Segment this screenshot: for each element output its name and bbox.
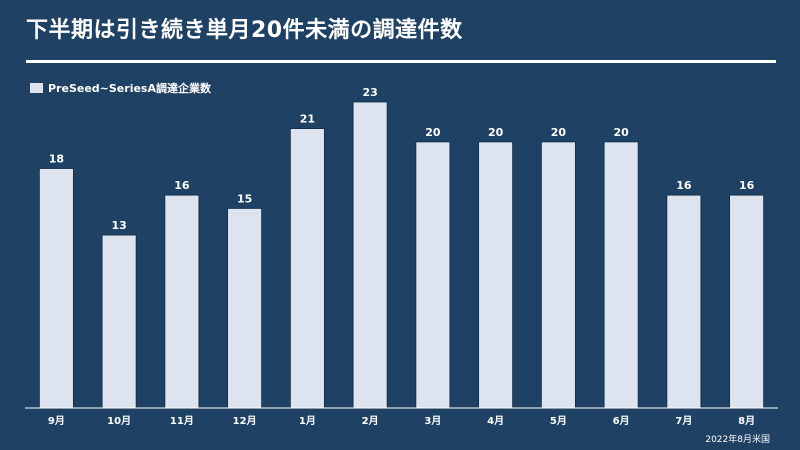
x-tick-label: 2月 bbox=[362, 415, 379, 427]
data-label: 13 bbox=[111, 219, 126, 232]
x-tick-label: 1月 bbox=[299, 415, 316, 427]
data-label: 16 bbox=[676, 179, 692, 192]
bar bbox=[352, 101, 388, 409]
x-tick-label: 10月 bbox=[107, 415, 131, 427]
bar bbox=[729, 194, 765, 409]
bar bbox=[38, 168, 74, 409]
chart-legend: PreSeed~SeriesA調達企業数 bbox=[30, 80, 211, 96]
bar bbox=[101, 234, 137, 409]
bar bbox=[289, 128, 325, 409]
x-tick-label: 8月 bbox=[738, 415, 755, 427]
data-label: 20 bbox=[425, 126, 441, 139]
x-tick-label: 9月 bbox=[48, 415, 65, 427]
data-label: 16 bbox=[174, 179, 190, 192]
bar bbox=[164, 194, 200, 409]
data-label: 20 bbox=[613, 126, 629, 139]
bar bbox=[415, 141, 451, 409]
bar bbox=[478, 141, 514, 409]
bar bbox=[227, 208, 263, 409]
bar bbox=[603, 141, 639, 409]
bar bbox=[666, 194, 702, 409]
x-tick-label: 6月 bbox=[613, 415, 630, 427]
data-label: 21 bbox=[300, 113, 315, 126]
data-label: 16 bbox=[739, 179, 755, 192]
x-tick-label: 7月 bbox=[675, 415, 692, 427]
data-label: 20 bbox=[551, 126, 567, 139]
legend-label: PreSeed~SeriesA調達企業数 bbox=[48, 82, 211, 95]
data-label: 18 bbox=[49, 153, 64, 166]
source-note: 2022年8月米国 bbox=[705, 435, 770, 445]
x-tick-label: 5月 bbox=[550, 415, 567, 427]
page-title: 下半期は引き続き単月20件未満の調達件数 bbox=[26, 18, 463, 43]
data-label: 15 bbox=[237, 192, 252, 205]
x-tick-label: 12月 bbox=[233, 415, 257, 427]
title-divider bbox=[26, 60, 776, 63]
data-label: 20 bbox=[488, 126, 504, 139]
x-tick-label: 11月 bbox=[170, 415, 194, 427]
x-tick-label: 4月 bbox=[487, 415, 504, 427]
data-label: 23 bbox=[362, 86, 377, 99]
x-tick-label: 3月 bbox=[424, 415, 441, 427]
bar bbox=[540, 141, 576, 409]
legend-swatch bbox=[30, 83, 43, 93]
